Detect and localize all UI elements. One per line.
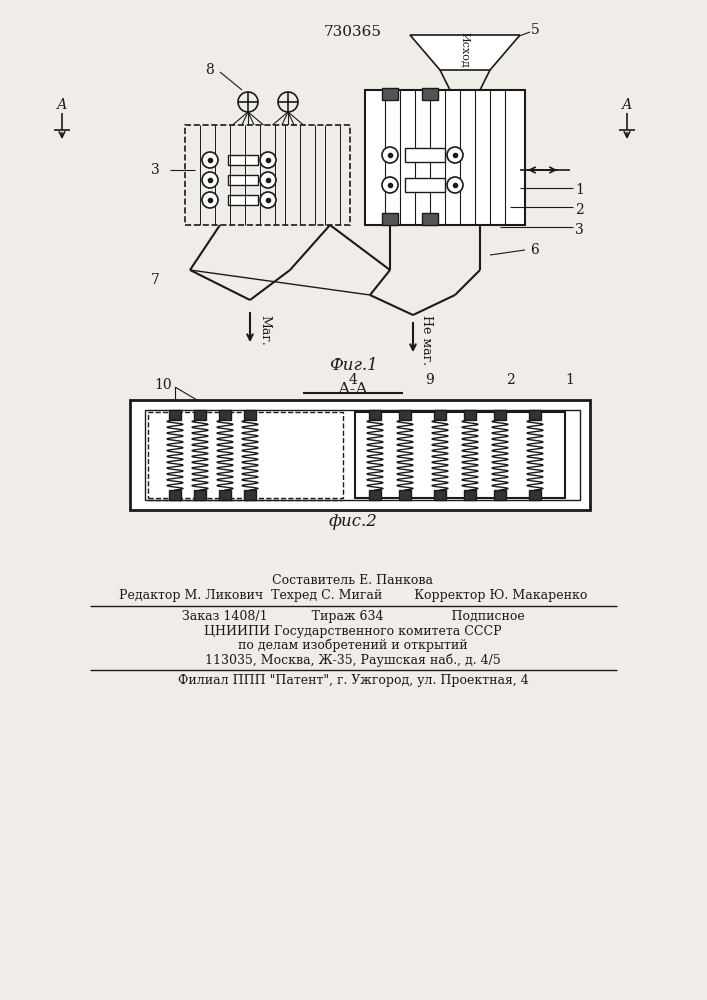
Text: Заказ 1408/1           Тираж 634                 Подписное: Заказ 1408/1 Тираж 634 Подписное: [182, 610, 525, 623]
Text: 1: 1: [566, 373, 574, 387]
Bar: [244, 410, 256, 420]
Circle shape: [202, 192, 218, 208]
Circle shape: [447, 177, 463, 193]
Circle shape: [202, 172, 218, 188]
Bar: [399, 490, 411, 500]
Bar: [369, 490, 381, 500]
Circle shape: [382, 147, 398, 163]
Circle shape: [382, 177, 398, 193]
Text: Исход: Исход: [460, 32, 470, 68]
Circle shape: [260, 192, 276, 208]
Bar: [464, 490, 476, 500]
Text: Составитель Е. Панкова: Составитель Е. Панкова: [272, 574, 433, 586]
Text: 3: 3: [575, 223, 584, 237]
Text: 1: 1: [575, 183, 584, 197]
Text: 730365: 730365: [324, 25, 382, 39]
Bar: [169, 410, 181, 420]
Bar: [422, 213, 438, 225]
Text: 6: 6: [531, 243, 539, 257]
Text: 7: 7: [151, 273, 160, 287]
Bar: [365, 90, 525, 225]
Bar: [529, 410, 541, 420]
Bar: [244, 490, 256, 500]
Bar: [399, 410, 411, 420]
Circle shape: [260, 172, 276, 188]
Bar: [228, 155, 258, 165]
Text: 8: 8: [206, 63, 214, 77]
Bar: [185, 125, 350, 225]
Bar: [148, 412, 343, 498]
Bar: [228, 195, 258, 205]
Bar: [194, 410, 206, 420]
Text: А: А: [621, 98, 632, 112]
Text: 2: 2: [575, 203, 584, 217]
Text: Не маг.: Не маг.: [420, 315, 433, 365]
Bar: [382, 213, 398, 225]
Text: 2: 2: [506, 373, 515, 387]
Bar: [194, 490, 206, 500]
Text: 113035, Москва, Ж-35, Раушская наб., д. 4/5: 113035, Москва, Ж-35, Раушская наб., д. …: [205, 653, 501, 667]
Bar: [169, 490, 181, 500]
Bar: [434, 410, 446, 420]
Text: Маг.: Маг.: [258, 315, 271, 345]
Circle shape: [447, 147, 463, 163]
Bar: [228, 175, 258, 185]
Bar: [422, 88, 438, 100]
Bar: [355, 412, 565, 498]
Bar: [494, 490, 506, 500]
Bar: [369, 410, 381, 420]
Text: 4: 4: [349, 373, 358, 387]
Circle shape: [202, 152, 218, 168]
Polygon shape: [410, 35, 520, 70]
Text: фис.2: фис.2: [329, 514, 378, 530]
Text: Фиг.1: Фиг.1: [329, 357, 378, 373]
Text: 9: 9: [426, 373, 434, 387]
Bar: [529, 490, 541, 500]
Text: Филиал ППП "Патент", г. Ужгород, ул. Проектная, 4: Филиал ППП "Патент", г. Ужгород, ул. Про…: [177, 674, 528, 687]
Bar: [145, 410, 580, 500]
Text: 5: 5: [531, 23, 539, 37]
Text: ЦНИИПИ Государственного комитета СССР: ЦНИИПИ Государственного комитета СССР: [204, 625, 502, 638]
Circle shape: [260, 152, 276, 168]
Bar: [405, 148, 445, 162]
Text: А: А: [57, 98, 67, 112]
Bar: [130, 400, 590, 510]
Bar: [405, 178, 445, 192]
Text: А-А: А-А: [337, 381, 368, 398]
Bar: [464, 410, 476, 420]
Text: по делам изобретений и открытий: по делам изобретений и открытий: [238, 639, 468, 652]
Bar: [219, 490, 231, 500]
Text: 10: 10: [154, 378, 172, 392]
Bar: [219, 410, 231, 420]
Bar: [434, 490, 446, 500]
Text: Редактор М. Ликович  Техред С. Мигай        Корректор Ю. Макаренко: Редактор М. Ликович Техред С. Мигай Корр…: [119, 589, 588, 602]
Text: 3: 3: [151, 163, 159, 177]
Bar: [382, 88, 398, 100]
Bar: [494, 410, 506, 420]
